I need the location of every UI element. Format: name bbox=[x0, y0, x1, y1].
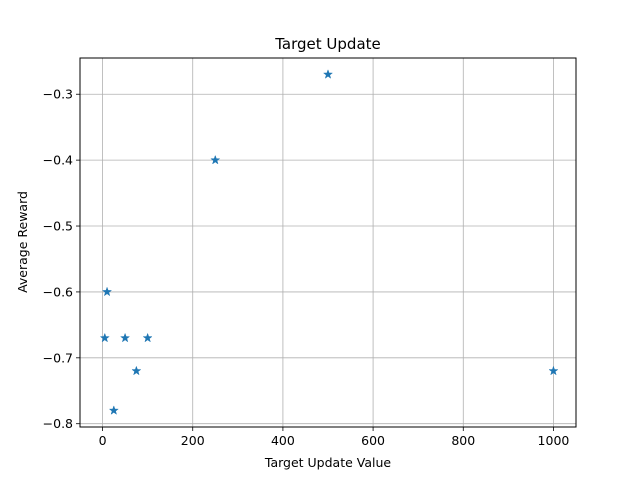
y-tick-label: −0.7 bbox=[43, 350, 73, 365]
x-tick-label: 800 bbox=[451, 433, 475, 448]
data-point-star bbox=[322, 69, 334, 79]
data-point-star bbox=[142, 332, 153, 343]
x-tick-label: 0 bbox=[99, 433, 107, 448]
y-axis-ticks: −0.8 −0.7 −0.6 −0.5 −0.4 −0.3 bbox=[43, 87, 80, 431]
data-points bbox=[99, 69, 559, 415]
data-point-star bbox=[548, 365, 559, 376]
x-tick-label: 400 bbox=[271, 433, 295, 448]
y-tick-label: −0.5 bbox=[43, 219, 73, 234]
y-axis-label: Average Reward bbox=[15, 191, 30, 293]
y-tick-label: −0.8 bbox=[43, 416, 73, 431]
data-point-star bbox=[101, 286, 113, 297]
x-tick-label: 600 bbox=[361, 433, 385, 448]
x-tick-label: 200 bbox=[181, 433, 205, 448]
chart-title: Target Update bbox=[274, 35, 381, 53]
y-tick-label: −0.3 bbox=[43, 87, 73, 102]
data-point-star bbox=[210, 154, 221, 165]
y-tick-label: −0.4 bbox=[43, 153, 73, 168]
plot-frame bbox=[79, 57, 577, 428]
data-point-star bbox=[131, 365, 142, 376]
y-tick-label: −0.6 bbox=[43, 284, 73, 299]
x-axis-ticks: 0 200 400 600 800 1000 bbox=[99, 427, 570, 448]
data-point-star bbox=[99, 332, 110, 343]
x-tick-label: 1000 bbox=[538, 433, 570, 448]
data-point-star bbox=[119, 332, 131, 343]
x-axis-label: Target Update Value bbox=[264, 455, 392, 470]
data-point-star bbox=[108, 405, 119, 415]
grid bbox=[80, 58, 576, 427]
